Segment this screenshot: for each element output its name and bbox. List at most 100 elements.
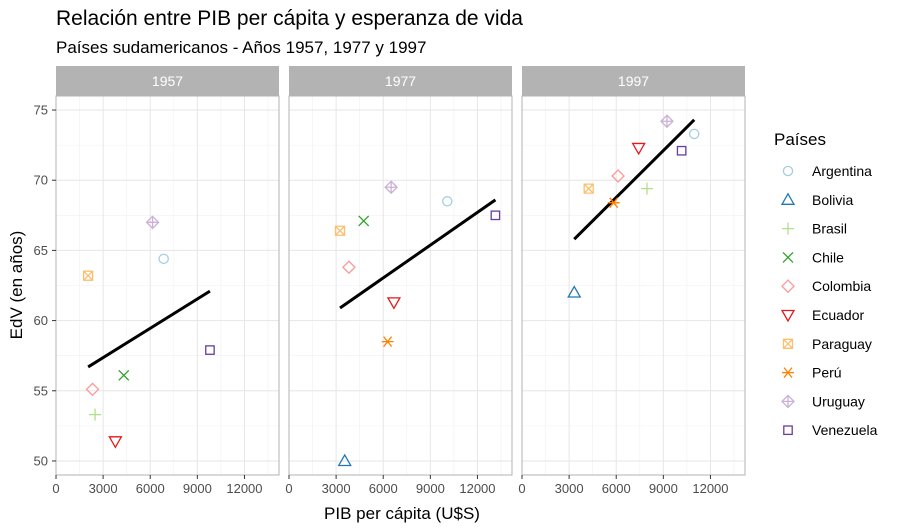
legend-item-argentina: Argentina: [782, 163, 872, 179]
legend-label-ecuador: Ecuador: [812, 307, 864, 323]
chart-subtitle: Países sudamericanos - Años 1957, 1977 y…: [56, 38, 426, 57]
point-ecuador-1957: [108, 436, 123, 449]
legend-item-ecuador: Ecuador: [780, 307, 864, 323]
point-colombia-1957: [85, 382, 100, 397]
legend-label-uruguay: Uruguay: [812, 393, 865, 409]
legend-key-peru: [782, 367, 794, 379]
legend-label-peru: Perú: [812, 365, 842, 381]
y-axis-title: EdV (en años): [7, 231, 26, 340]
trend-line-1997: [573, 118, 696, 241]
point-uruguay-1997: [660, 114, 674, 129]
x-tick-label: 12000: [692, 481, 728, 496]
legend-key-venezuela: [783, 425, 793, 436]
strip-1977: [289, 66, 512, 96]
strip-label-1997: 1997: [618, 73, 649, 89]
x-tick-label: 6000: [602, 481, 631, 496]
point-venezuela-1977: [490, 210, 501, 221]
y-axis: 50 55 60 65 70 75: [34, 103, 56, 468]
y-tick-label: 55: [34, 383, 48, 398]
trend-line-1957: [87, 289, 211, 369]
strip-label-1977: 1977: [385, 73, 416, 89]
point-venezuela-1957: [205, 345, 215, 355]
legend-item-uruguay: Uruguay: [781, 393, 865, 409]
legend-key-argentina: [782, 165, 794, 177]
point-paraguay-1977: [334, 225, 346, 236]
point-colombia-1977: [341, 260, 356, 275]
legend-label-bolivia: Bolivia: [812, 192, 853, 208]
panel-border: [55, 95, 280, 476]
legend-key-ecuador: [780, 309, 796, 323]
x-tick-label: 9000: [649, 481, 678, 496]
point-uruguay-1957: [145, 215, 160, 230]
x-tick-label: 3000: [555, 481, 584, 496]
x-tick-label: 6000: [136, 481, 165, 496]
point-uruguay-1977: [384, 180, 399, 195]
point-brasil-1997: [640, 182, 653, 195]
legend-item-venezuela: Venezuela: [783, 422, 878, 438]
strip-label-1957: 1957: [152, 73, 183, 89]
legend-label-venezuela: Venezuela: [812, 422, 878, 438]
x-tick-label: 0: [518, 481, 525, 496]
strip-1957: [56, 66, 279, 96]
x-tick-label: 0: [285, 481, 292, 496]
x-tick-label: 12000: [459, 481, 495, 496]
x-tick-label: 0: [52, 481, 59, 496]
y-tick-label: 50: [34, 453, 48, 468]
legend-item-bolivia: Bolivia: [780, 192, 853, 208]
x-tick-label: 9000: [416, 481, 445, 496]
legend-key-uruguay: [781, 394, 795, 409]
panel-border: [521, 95, 746, 476]
y-tick-label: 65: [34, 243, 48, 258]
legend-item-brasil: Brasil: [782, 221, 847, 237]
point-brasil-1957: [89, 408, 102, 421]
point-chile-1977: [358, 215, 370, 227]
legend-item-paraguay: Paraguay: [782, 336, 872, 352]
legend-item-chile: Chile: [782, 249, 844, 265]
chart-title: Relación entre PIB per cápita y esperanz…: [56, 7, 523, 30]
x-tick-label: 3000: [322, 481, 351, 496]
point-paraguay-1957: [82, 270, 94, 281]
x-tick-label: 6000: [369, 481, 398, 496]
y-tick-label: 60: [34, 313, 48, 328]
point-peru-1997: [607, 197, 620, 209]
x-tick-label: 12000: [226, 481, 262, 496]
legend-label-colombia: Colombia: [812, 278, 871, 294]
legend-key-bolivia: [780, 192, 796, 205]
y-tick-label: 75: [34, 103, 48, 118]
legend-key-brasil: [782, 222, 794, 235]
legend-title: Países: [774, 130, 826, 149]
point-colombia-1997: [611, 169, 625, 183]
legend-label-argentina: Argentina: [812, 163, 872, 179]
point-peru-1977: [381, 336, 394, 348]
legend-item-colombia: Colombia: [781, 278, 871, 294]
panel-1977: 1977 0 3000 6000 9000 12000: [285, 66, 513, 496]
point-ecuador-1977: [386, 297, 402, 310]
point-venezuela-1997: [676, 145, 687, 156]
trend-line-1977: [339, 198, 497, 310]
y-tick-label: 70: [34, 173, 48, 188]
legend-key-colombia: [781, 279, 795, 294]
legend: Países Argentina Bolivia Brasil Chile Colomb…: [774, 130, 878, 438]
point-bolivia-1977: [337, 453, 352, 467]
legend-label-chile: Chile: [812, 249, 844, 265]
legend-item-peru: Perú: [782, 365, 842, 381]
legend-key-paraguay: [782, 338, 794, 349]
point-argentina-1997: [688, 128, 700, 140]
point-argentina-1977: [442, 196, 453, 207]
legend-label-paraguay: Paraguay: [812, 336, 872, 352]
x-tick-label: 3000: [89, 481, 118, 496]
legend-label-brasil: Brasil: [812, 221, 847, 237]
point-paraguay-1997: [583, 183, 594, 194]
point-ecuador-1997: [631, 142, 646, 156]
panel-1997: 1997 0 3000 6000 9000 12000: [518, 66, 746, 496]
point-argentina-1957: [158, 253, 169, 265]
strip-1997: [522, 66, 745, 96]
panel-1957: 1957 0 3000 6000 9000 12000: [52, 66, 280, 496]
legend-key-chile: [782, 251, 794, 263]
x-tick-label: 9000: [183, 481, 212, 496]
point-chile-1957: [118, 369, 130, 381]
point-bolivia-1997: [567, 285, 582, 298]
panel-border: [288, 95, 513, 476]
